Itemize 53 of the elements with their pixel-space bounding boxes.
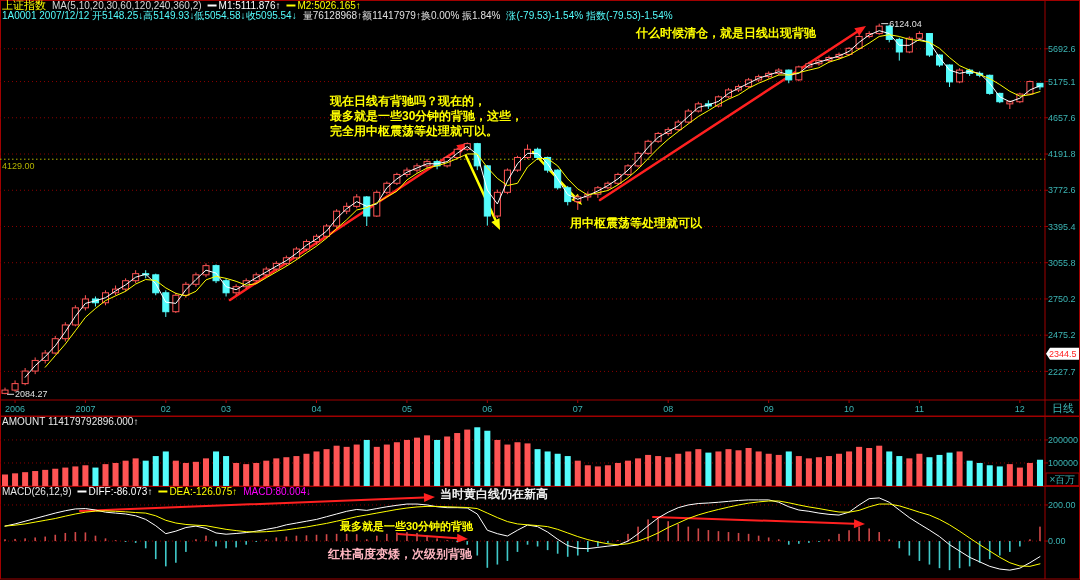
annotation: 量76128968↑额11417979↑换0.00% 振1.84% [302, 10, 501, 21]
annotation: 什么时候清仓，就是日线出现背驰 [635, 26, 817, 40]
x-tick-label: 04 [311, 403, 322, 414]
chart-subtitle: MA(5,10,20,30,60,120,240,360,2) [52, 0, 202, 11]
x-tick-label: 12 [1014, 403, 1025, 414]
x-tick-label: 08 [663, 403, 674, 414]
annotation: 6124.04 [889, 18, 922, 29]
x-tick-label: 07 [572, 403, 583, 414]
x-tick-label: 05 [401, 403, 412, 414]
chart-title: AMOUNT 114179792896.000↑ [2, 416, 139, 427]
y-tick-label: 4657.6 [1048, 112, 1076, 123]
legend-label: M1:5111.876↑ [218, 0, 281, 11]
annotation: 涨(-79.53)-1.54% 指数(-79.53)-1.54% [506, 10, 673, 21]
y-tick-label: 2475.2 [1048, 330, 1076, 341]
y-tick-label: 100000 [1048, 458, 1079, 469]
x-tick-label: 02 [160, 403, 171, 414]
annotation: 最多就是一些30分钟的背驰 [339, 520, 475, 533]
chart-title: 上证指数 [2, 0, 46, 11]
x-tick-label: 11 [914, 403, 925, 414]
ref-line-label: 4129.00 [2, 161, 35, 172]
x-tick-label: 10 [844, 403, 855, 414]
x-tick-label: 06 [482, 403, 493, 414]
y-tick-label: 3055.8 [1048, 257, 1076, 268]
y-tick-label: 200.00 [1048, 500, 1076, 511]
legend-label: M2:5026.165↑ [297, 0, 361, 11]
legend-label: DEA:-126.075↑ [169, 486, 238, 497]
y-axis-title: ×百万 [1049, 474, 1076, 485]
x-tick-label: 2007 [75, 403, 96, 414]
annotation: 现在日线有背驰吗？现在的， [329, 94, 486, 108]
y-tick-label: 0.00 [1048, 536, 1066, 547]
x-tick-label: 03 [221, 403, 232, 414]
chart-title: MACD(26,12,9) [2, 486, 72, 497]
x-axis-title: 日线 [1051, 402, 1074, 414]
annotation: 当时黄白线仍在新高 [440, 487, 548, 501]
y-tick-label: 3395.4 [1048, 221, 1076, 232]
annotation: 2344.5 [1049, 349, 1077, 360]
y-tick-label: 5175.1 [1048, 76, 1076, 87]
annotation: 红柱高度变矮，次级别背驰 [327, 547, 473, 561]
annotation: 1A0001 2007/12/12 开5148.25↓高5149.93↓低5054.58↓收5095.54↓ [2, 10, 297, 21]
y-tick-label: 2227.7 [1048, 366, 1076, 377]
annotation: 完全用中枢震荡等处理就可以。 [330, 124, 498, 138]
x-tick-label: 09 [763, 403, 774, 414]
annotation: 2084.27 [15, 389, 48, 400]
annotation: 用中枢震荡等处理就可以 [569, 216, 703, 230]
y-tick-label: 4191.8 [1048, 149, 1076, 160]
y-tick-label: 2750.2 [1048, 294, 1076, 305]
annotation: MACD:80.004↓ [243, 486, 312, 497]
annotation: 最多就是一些30分钟的背驰，这些， [329, 109, 524, 123]
y-tick-label: 5692.6 [1048, 43, 1076, 54]
legend-label: DIFF:-86.073↑ [88, 486, 153, 497]
y-tick-label: 200000 [1048, 435, 1079, 446]
y-tick-label: 3772.6 [1048, 185, 1076, 196]
x-tick-label: 2006 [5, 403, 26, 414]
